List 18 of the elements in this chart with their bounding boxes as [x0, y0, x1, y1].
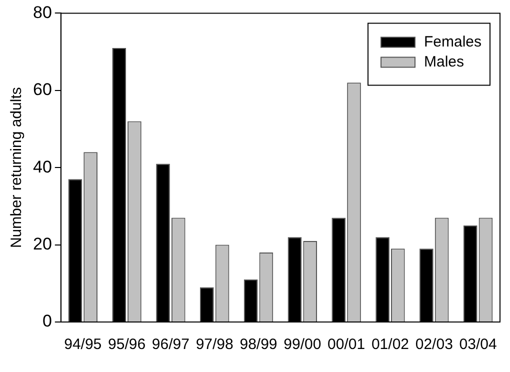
x-tick-label: 99/00 — [284, 336, 322, 354]
y-tick-label: 0 — [42, 312, 52, 331]
y-axis-title: Number returning adults — [8, 87, 26, 248]
legend-label: Males — [424, 53, 464, 70]
x-tick-label: 01/02 — [371, 336, 409, 354]
x-tick-label: 94/95 — [64, 336, 102, 354]
x-tick-label: 96/97 — [152, 336, 190, 354]
x-tick-label: 00/01 — [328, 336, 366, 354]
y-tick-label: 20 — [32, 234, 52, 254]
legend-label: Females — [424, 33, 482, 50]
x-tick-label: 03/04 — [459, 336, 497, 354]
x-tick-label: 02/03 — [415, 336, 453, 354]
y-tick-label: 60 — [32, 80, 52, 100]
y-tick-label: 40 — [32, 157, 52, 176]
x-tick-label: 98/99 — [240, 336, 278, 354]
x-tick-label: 95/96 — [108, 336, 146, 354]
x-tick-label: 97/98 — [196, 336, 234, 354]
y-tick-label: 80 — [32, 2, 52, 22]
